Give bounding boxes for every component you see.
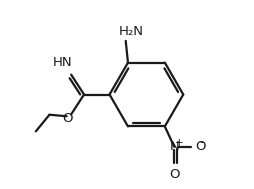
Text: O: O: [168, 168, 179, 181]
Text: N: N: [169, 140, 179, 153]
Text: O: O: [194, 140, 204, 153]
Text: O: O: [62, 112, 72, 125]
Text: -: -: [198, 136, 202, 149]
Text: +: +: [174, 138, 183, 148]
Text: H₂N: H₂N: [118, 25, 143, 38]
Text: HN: HN: [53, 56, 72, 69]
